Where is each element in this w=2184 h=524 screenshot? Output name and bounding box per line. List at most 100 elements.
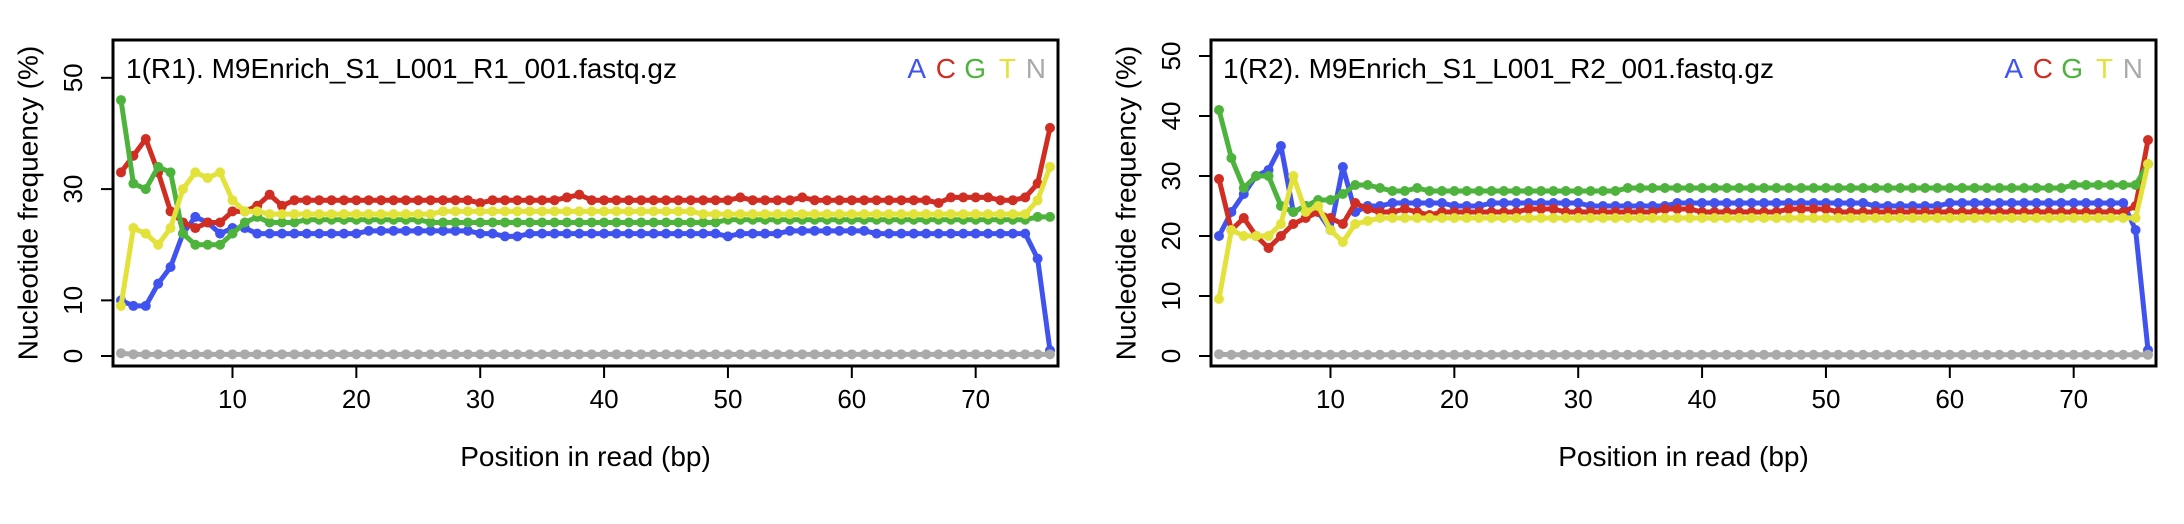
data-point-T <box>475 206 486 217</box>
data-point-N <box>1622 349 1633 360</box>
data-point-A <box>190 211 201 222</box>
data-point-T <box>1610 213 1621 223</box>
data-point-C <box>735 192 746 203</box>
data-point-G <box>1734 183 1745 193</box>
data-point-N <box>685 349 696 360</box>
data-point-G <box>239 217 250 228</box>
data-point-C <box>1523 204 1534 214</box>
data-point-A <box>1746 198 1757 208</box>
y-tick-label: 10 <box>58 286 88 315</box>
data-point-N <box>1511 349 1522 360</box>
data-point-G <box>1511 186 1522 196</box>
y-tick-label: 30 <box>1156 162 1186 191</box>
data-point-N <box>1436 349 1447 360</box>
data-point-G <box>1486 186 1497 196</box>
data-point-N <box>784 349 795 360</box>
y-tick-label: 30 <box>58 175 88 204</box>
data-point-T <box>1573 213 1584 223</box>
data-point-T <box>549 206 560 217</box>
data-point-A <box>2019 198 2030 208</box>
data-point-N <box>1820 349 1831 360</box>
data-point-N <box>735 349 746 360</box>
data-point-C <box>1399 204 1410 214</box>
data-point-A <box>1709 198 1720 208</box>
data-point-T <box>871 209 882 220</box>
data-point-C <box>363 195 374 206</box>
data-point-C <box>636 195 647 206</box>
data-point-N <box>202 349 213 360</box>
data-point-A <box>289 228 300 239</box>
data-point-C <box>822 195 833 206</box>
data-point-N <box>388 349 399 360</box>
data-point-G <box>2006 183 2017 193</box>
data-point-T <box>2143 159 2153 169</box>
data-point-A <box>1007 228 1018 239</box>
data-point-T <box>784 209 795 220</box>
data-point-T <box>1659 213 1670 223</box>
data-point-T <box>1697 213 1708 223</box>
data-point-A <box>1412 198 1423 208</box>
x-tick-label: 30 <box>466 384 495 414</box>
data-point-N <box>2006 349 2017 360</box>
data-point-N <box>1337 349 1348 360</box>
data-point-C <box>599 195 610 206</box>
data-point-G <box>289 217 300 228</box>
data-point-N <box>772 349 783 360</box>
data-point-C <box>1536 204 1547 214</box>
data-point-A <box>958 228 969 239</box>
data-point-T <box>1511 213 1522 223</box>
data-point-A <box>1771 198 1782 208</box>
data-point-C <box>747 195 758 206</box>
data-point-T <box>859 209 870 220</box>
x-tick-label: 50 <box>1811 384 1840 414</box>
data-point-C <box>921 195 932 206</box>
data-point-G <box>1622 183 1633 193</box>
data-point-T <box>1721 213 1732 223</box>
data-point-N <box>338 349 349 360</box>
data-point-N <box>1362 349 1373 360</box>
data-point-T <box>1486 213 1497 223</box>
data-point-N <box>524 349 535 360</box>
data-point-A <box>140 300 151 311</box>
data-point-N <box>400 349 411 360</box>
data-point-A <box>921 228 932 239</box>
data-point-T <box>1684 213 1695 223</box>
data-point-G <box>499 217 510 228</box>
data-point-T <box>1313 201 1324 211</box>
data-point-A <box>1498 198 1509 208</box>
data-point-A <box>2081 198 2092 208</box>
data-point-C <box>314 195 325 206</box>
data-point-G <box>438 217 449 228</box>
data-point-T <box>301 209 312 220</box>
data-point-A <box>1560 198 1571 208</box>
data-point-G <box>1771 183 1782 193</box>
data-point-N <box>1759 349 1770 360</box>
data-point-C <box>1796 204 1807 214</box>
data-point-N <box>499 349 510 360</box>
data-point-N <box>2118 349 2129 360</box>
data-point-T <box>760 209 771 220</box>
data-point-C <box>834 195 845 206</box>
data-point-G <box>611 217 622 228</box>
data-point-A <box>2068 198 2079 208</box>
data-point-N <box>450 349 461 360</box>
data-point-N <box>586 349 597 360</box>
data-point-G <box>1214 105 1224 115</box>
y-tick-label: 10 <box>1156 282 1186 311</box>
data-point-T <box>1412 213 1423 223</box>
data-point-G <box>1994 183 2005 193</box>
data-point-C <box>995 195 1006 206</box>
x-tick-label: 20 <box>1440 384 1469 414</box>
series-line-G <box>118 99 1050 248</box>
data-point-G <box>1263 171 1274 181</box>
data-point-N <box>2143 349 2153 360</box>
data-point-C <box>561 192 572 203</box>
data-point-N <box>574 349 585 360</box>
data-point-T <box>896 209 907 220</box>
data-point-G <box>1337 189 1348 199</box>
data-point-G <box>1858 183 1869 193</box>
data-point-A <box>834 225 845 236</box>
data-point-N <box>1238 349 1249 360</box>
data-point-G <box>1251 171 1262 181</box>
data-point-T <box>995 209 1006 220</box>
